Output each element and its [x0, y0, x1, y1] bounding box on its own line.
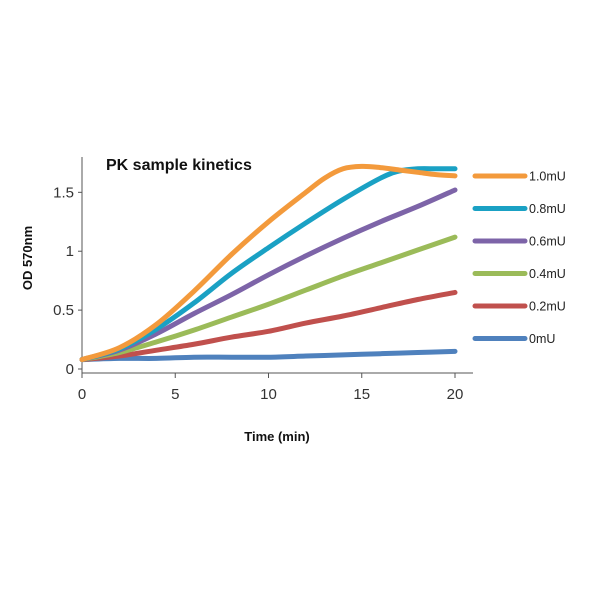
x-tick-label: 0	[78, 386, 86, 403]
series-line-0mu	[79, 348, 458, 363]
axes-layer	[81, 157, 473, 374]
legend-label-0-2mu: 0.2mU	[529, 300, 566, 314]
ticks-layer: 0 0.5 1 1.5 0 5 10 15 20	[53, 184, 463, 403]
legend-label-0-8mu: 0.8mU	[529, 202, 566, 216]
x-tick-label: 5	[171, 386, 179, 403]
y-tick-label: 0.5	[53, 302, 74, 319]
legend-label-1-0mu: 1.0mU	[529, 170, 566, 184]
series-layer	[79, 163, 458, 363]
series-line-0-8mu	[79, 166, 458, 363]
series-line-0-2mu	[79, 289, 458, 363]
series-line-1-0mu	[79, 163, 458, 363]
y-tick-label: 1	[66, 243, 74, 260]
x-tick-label: 15	[353, 386, 370, 403]
x-tick-label: 10	[260, 386, 277, 403]
series-line-0-4mu	[79, 234, 458, 363]
legend: 1.0mU 0.8mU 0.6mU 0.4mU 0.2mU 0mU	[472, 170, 566, 346]
y-tick-label: 1.5	[53, 184, 74, 201]
legend-label-0-6mu: 0.6mU	[529, 235, 566, 249]
x-tick-label: 20	[447, 386, 464, 403]
series-line-0-6mu	[79, 187, 458, 363]
x-axis-title: Time (min)	[244, 429, 310, 444]
legend-label-0-4mu: 0.4mU	[529, 267, 566, 281]
y-tick-label: 0	[66, 361, 74, 378]
y-axis-title: OD 570nm	[20, 226, 35, 290]
legend-label-0mu: 0mU	[529, 332, 555, 346]
chart-title: PK sample kinetics	[106, 157, 252, 174]
